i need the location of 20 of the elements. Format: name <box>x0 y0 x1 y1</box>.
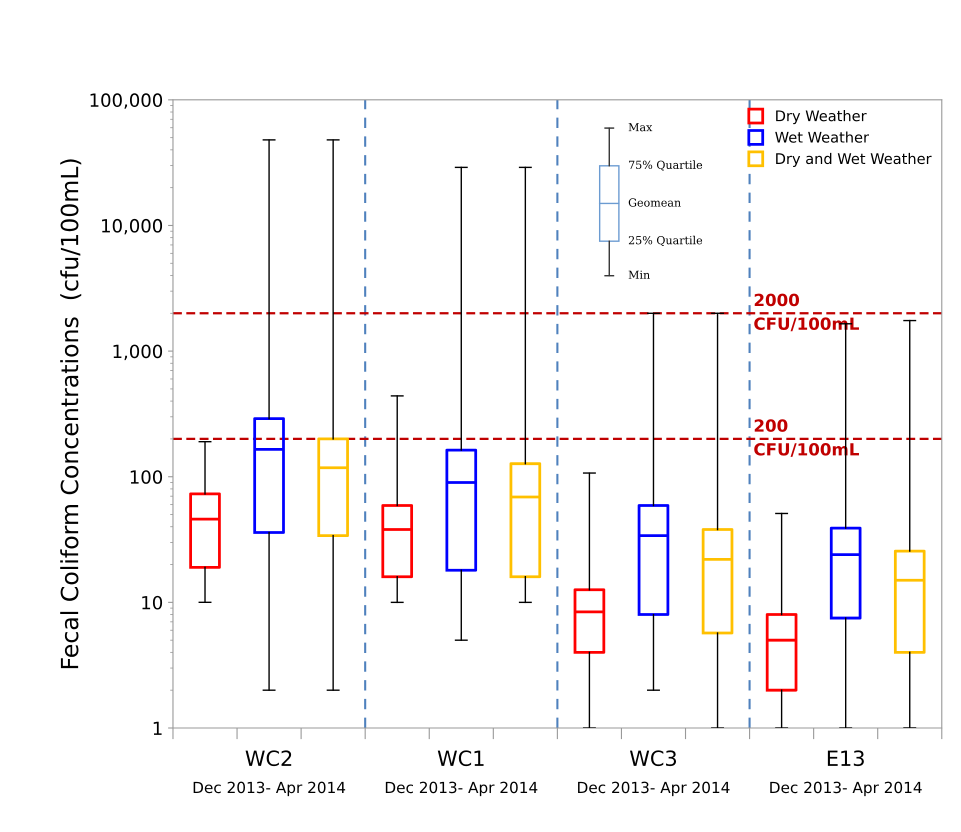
x-tick-label: WC2 Dec 2013- Apr 2014 <box>194 750 346 796</box>
legend-label: Wet Weather <box>775 131 870 143</box>
y-tick-label: 100,000 <box>90 93 162 109</box>
legend-label: Dry Weather <box>776 110 867 124</box>
annotation: 75% Quartile <box>629 160 702 171</box>
y-axis-title: Fecal Coliform Concentrations (cfu/100mL) <box>60 159 82 668</box>
y-tick-label: 1 <box>154 722 162 735</box>
y-tick-label: 100 <box>130 470 162 484</box>
y-tick-label: 10 <box>142 596 162 610</box>
ref-line-label: 2000 CFU/100mL <box>754 294 859 332</box>
y-tick-label: 10,000 <box>102 218 162 234</box>
legend-label: Dry and Wet Weather <box>776 152 932 167</box>
x-tick-label: WC3 Dec 2013- Apr 2014 <box>578 750 730 796</box>
y-tick-label: 1,000 <box>114 344 162 360</box>
x-tick-label: E13 Dec 2013- Apr 2014 <box>770 750 922 796</box>
annotation: 25% Quartile <box>628 236 702 246</box>
annotation: Geomean <box>628 198 681 207</box>
annotation: Min <box>628 270 650 279</box>
x-tick-label: WC1 Dec 2013- Apr 2014 <box>386 750 538 796</box>
annotation: Max <box>628 123 652 132</box>
